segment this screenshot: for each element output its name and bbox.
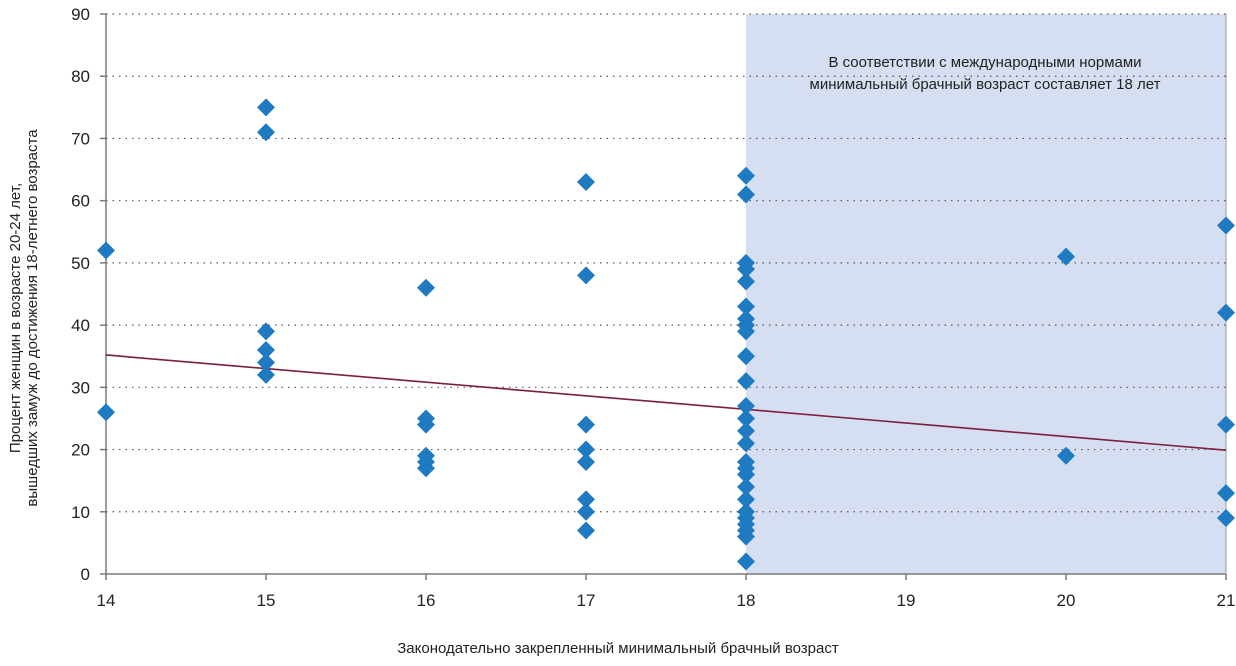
data-point-3 — [257, 123, 275, 142]
data-point-41 — [737, 490, 755, 509]
y-tick-label-10: 10 — [71, 503, 90, 522]
data-point-32 — [737, 372, 755, 391]
data-point-7 — [257, 365, 275, 384]
international-norm-region — [746, 14, 1226, 574]
data-point-34 — [737, 409, 755, 428]
y-tick-label-0: 0 — [81, 565, 90, 584]
norm-annotation: В соответствии с международными нормами … — [744, 52, 1226, 96]
y-tick-label-80: 80 — [71, 67, 90, 86]
norm-annotation-line-1: В соответствии с международными нормами — [828, 54, 1142, 71]
x-tick-label-16: 16 — [417, 591, 436, 610]
data-point-14 — [577, 173, 595, 191]
data-point-54 — [1217, 509, 1235, 527]
x-tick-label-18: 18 — [737, 591, 756, 610]
data-point-2 — [257, 98, 275, 117]
data-point-19 — [577, 490, 595, 509]
y-axis-ticks: 0 10 20 30 40 50 60 70 80 90 — [71, 5, 106, 584]
x-tick-label-15: 15 — [257, 591, 276, 610]
data-point-23 — [737, 185, 755, 204]
y-tick-label-90: 90 — [71, 5, 90, 24]
data-point-40 — [737, 477, 755, 496]
data-point-15 — [577, 266, 595, 285]
data-point-39 — [737, 465, 755, 484]
data-point-8 — [417, 278, 435, 297]
data-point-48 — [1057, 247, 1075, 266]
data-point-49 — [1057, 446, 1075, 465]
x-tick-label-14: 14 — [97, 591, 116, 610]
data-point-0 — [97, 241, 115, 260]
data-point-25 — [737, 260, 755, 279]
y-axis-title-line-2: вышедших замуж до достижения 18-летнего … — [24, 129, 41, 507]
data-point-4 — [257, 322, 275, 341]
data-point-27 — [737, 297, 755, 316]
x-tick-label-21: 21 — [1217, 591, 1236, 610]
data-point-30 — [737, 322, 755, 341]
y-tick-label-30: 30 — [71, 378, 90, 397]
axes — [105, 14, 1227, 575]
norm-annotation-line-2: минимальный брачный возраст составляет 1… — [809, 76, 1161, 93]
data-point-6 — [257, 353, 275, 372]
y-tick-label-70: 70 — [71, 129, 90, 148]
data-point-18 — [577, 453, 595, 471]
data-point-46 — [737, 527, 755, 546]
y-tick-label-20: 20 — [71, 441, 90, 460]
data-point-16 — [577, 415, 595, 434]
y-tick-label-40: 40 — [71, 316, 90, 335]
data-point-36 — [737, 434, 755, 453]
y-tick-label-50: 50 — [71, 254, 90, 273]
data-point-51 — [1217, 303, 1235, 322]
data-point-31 — [737, 347, 755, 366]
data-point-33 — [737, 397, 755, 415]
data-points — [97, 98, 1235, 571]
x-axis-title: Законодательно закрепленный минимальный … — [397, 640, 839, 657]
data-point-22 — [737, 166, 755, 185]
data-point-1 — [97, 403, 115, 422]
data-point-50 — [1217, 216, 1235, 235]
data-point-17 — [577, 440, 595, 459]
data-point-26 — [737, 272, 755, 291]
x-tick-label-17: 17 — [577, 591, 596, 610]
trend-line — [105, 354, 1227, 451]
data-point-47 — [737, 552, 755, 571]
data-point-13 — [417, 459, 435, 478]
x-axis-ticks: 14 15 16 17 18 19 20 21 — [97, 574, 1236, 610]
x-tick-label-20: 20 — [1057, 591, 1076, 610]
y-axis-title: Процент женщин в возрасте 20-24 лет, выш… — [7, 58, 41, 578]
y-axis-title-line-1: Процент женщин в возрасте 20-24 лет, — [7, 182, 24, 454]
data-point-53 — [1217, 484, 1235, 503]
data-point-20 — [577, 502, 595, 521]
data-point-21 — [577, 521, 595, 540]
data-point-35 — [737, 421, 755, 440]
x-tick-label-19: 19 — [897, 591, 916, 610]
data-point-52 — [1217, 415, 1235, 434]
data-point-10 — [417, 415, 435, 434]
grid-lines — [106, 13, 1226, 513]
y-tick-label-60: 60 — [71, 192, 90, 211]
data-point-5 — [257, 341, 275, 359]
